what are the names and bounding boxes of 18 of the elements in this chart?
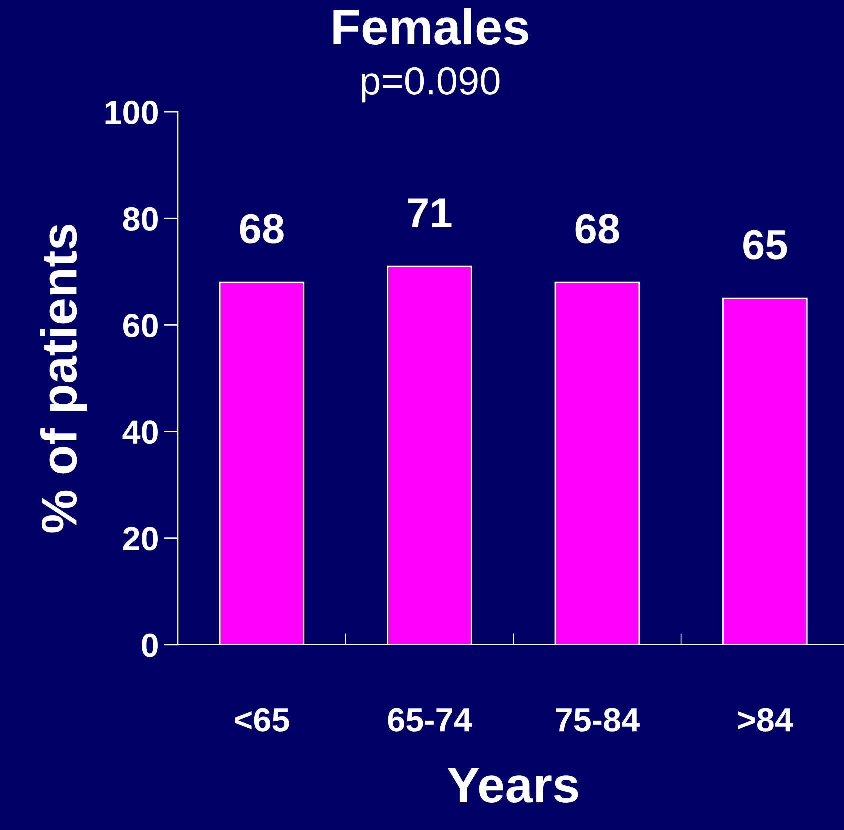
chart-subtitle: p=0.090 [362,67,500,103]
chart-title: Females [334,8,528,46]
x-tick-label: 65-74 [388,708,472,732]
y-tick-label: 40 [122,420,158,444]
x-tick-label: >84 [738,708,794,732]
data-label: 65 [744,230,788,260]
x-tick-label: <65 [235,708,290,732]
y-tick-label: 20 [123,527,158,551]
y-axis-title: % of patients [40,224,88,533]
data-label: 71 [408,198,452,228]
data-label: 68 [240,214,284,244]
y-tick-label: 60 [123,314,158,338]
y-tick-label: 100 [106,100,158,124]
x-tick-label: 75-84 [556,708,640,732]
data-label: 68 [576,214,620,244]
y-tick-label: 80 [123,207,158,232]
y-tick-label: 0 [142,634,158,658]
x-axis-title: Years [448,768,578,803]
